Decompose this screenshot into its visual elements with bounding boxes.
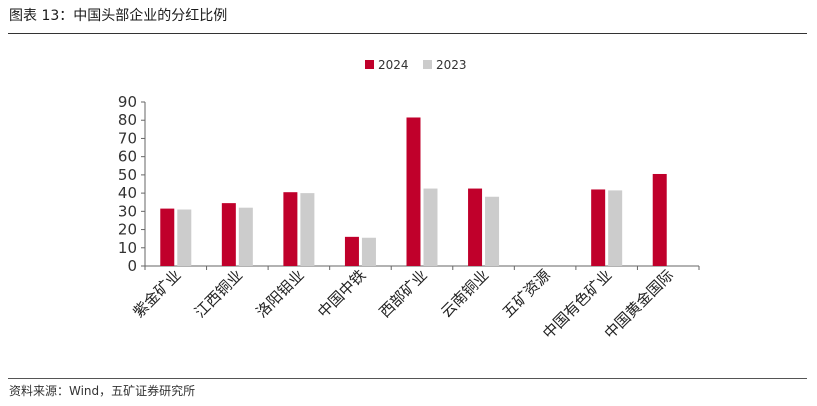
legend-item-0: 2024: [365, 58, 409, 72]
x-tick-label: 中国中铁: [314, 266, 369, 321]
bottom-divider: [8, 378, 807, 379]
y-tick-label: 0: [127, 257, 137, 275]
y-tick-label: 30: [118, 202, 137, 220]
legend-label: 2024: [378, 58, 409, 72]
bar-2023-0: [177, 209, 192, 266]
x-tick-label: 西部矿业: [376, 266, 431, 321]
bar-2023-2: [300, 193, 315, 266]
bar-2024-1: [221, 203, 236, 266]
bar-2024-2: [283, 192, 298, 266]
bar-chart: 2024 2023 0102030405060708090 紫金矿业 江西铜业 洛阳钼业中…: [118, 58, 700, 342]
bar-2023-4: [423, 188, 438, 266]
bar-2024-8: [652, 173, 667, 266]
y-tick-label: 50: [118, 166, 137, 184]
legend-swatch: [423, 60, 432, 69]
y-tick-label: 70: [118, 129, 137, 147]
chart-area: 2024 2023 0 10 20 30 40 50 60 70 80 90 紫金矿业 江西铜业 洛阳钼业中…: [95, 44, 807, 364]
y-tick-label: 10: [118, 239, 137, 257]
legend-swatch: [365, 60, 374, 69]
y-tick-label: 60: [118, 148, 137, 166]
x-tick-label: 江西铜业: [191, 266, 246, 321]
y-tick-label: 40: [118, 184, 137, 202]
top-divider: [8, 33, 807, 34]
bar-2024-7: [591, 189, 606, 266]
bar-2024-5: [468, 188, 483, 266]
y-tick-label: 80: [118, 111, 137, 129]
figure-title: 图表 13：中国头部企业的分红比例: [9, 8, 228, 24]
legend-item-1: 2023: [423, 58, 467, 72]
y-tick-label: 20: [118, 221, 137, 239]
legend-label: 2023: [436, 58, 467, 72]
x-tick-label: 紫金矿业: [129, 266, 184, 321]
x-tick-label: 云南铜业: [437, 266, 492, 321]
bar-2024-4: [406, 117, 421, 266]
legend: 2024 2023: [365, 58, 467, 72]
bar-2024-0: [160, 208, 175, 266]
bar-2023-5: [485, 196, 500, 266]
bar-2023-7: [608, 190, 623, 266]
bar-2023-1: [238, 207, 253, 266]
bar-2024-3: [344, 236, 359, 266]
y-tick-label: 90: [118, 93, 137, 111]
source-note: 资料来源：Wind，五矿证券研究所: [9, 384, 196, 398]
bar-2023-3: [361, 237, 376, 266]
x-tick-label: 洛阳钼业: [253, 266, 308, 321]
x-tick-label: 五矿资源: [499, 266, 554, 321]
